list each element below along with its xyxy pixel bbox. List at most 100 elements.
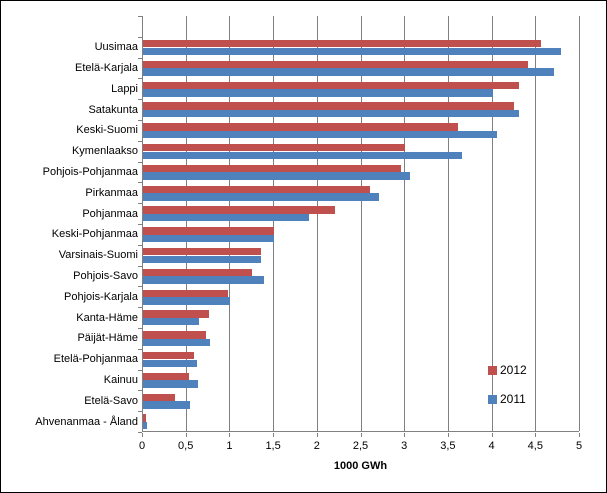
value-axis-tick <box>185 433 187 437</box>
bar-2012-Pohjois-Savo <box>143 268 253 277</box>
value-axis-tick <box>360 433 362 437</box>
bar-2011-Keski-Pohjanmaa <box>143 234 275 243</box>
category-label: Pohjois-Savo <box>73 270 138 282</box>
gridline <box>404 16 406 431</box>
value-axis-tick <box>316 433 318 437</box>
value-axis-tick <box>491 433 493 437</box>
category-axis-tick <box>138 36 142 38</box>
bar-2011-Keski-Suomi <box>143 130 497 139</box>
bar-2011-Varsinais-Suomi <box>143 255 261 263</box>
bar-2012-Kymenlaakso <box>143 144 406 152</box>
category-axis-tick <box>138 265 142 267</box>
category-axis-tick <box>138 307 142 309</box>
bar-2011-Pirkanmaa <box>143 193 379 201</box>
bar-2011-Satakunta <box>143 110 519 118</box>
gridline <box>579 16 580 431</box>
gridline <box>185 16 187 431</box>
category-label: Ahvenanmaa - Åland <box>35 415 138 428</box>
category-label: Etelä-Karjala <box>75 62 138 74</box>
value-axis-label: 1,5 <box>265 440 281 452</box>
category-axis-tick <box>138 328 142 329</box>
bar-2011-Lappi <box>143 89 493 97</box>
category-axis-tick <box>138 411 142 413</box>
bar-2011-Ahvenanmaa - Åland <box>143 422 148 430</box>
value-axis-tick <box>535 433 537 437</box>
value-axis-label: 0 <box>138 440 146 452</box>
category-label: Pohjois-Pohjanmaa <box>42 166 138 178</box>
category-axis-tick <box>138 140 142 142</box>
legend: 2012 2011 <box>488 364 527 422</box>
value-axis-label: 1 <box>226 440 233 452</box>
category-label: Uusimaa <box>94 41 138 54</box>
bar-2012-Ahvenanmaa - Åland <box>143 414 146 422</box>
category-axis-tick <box>138 120 142 121</box>
bar-2012-Satakunta <box>143 102 515 110</box>
value-axis-tick <box>447 433 449 437</box>
value-axis-label: 2,5 <box>352 440 369 452</box>
legend-label-2011: 2011 <box>500 392 526 406</box>
bar-2012-Kanta-Häme <box>143 310 209 318</box>
value-axis-tick <box>404 433 406 437</box>
value-axis-tick <box>579 433 580 437</box>
category-axis-tick <box>138 182 142 184</box>
bar-2012-Lappi <box>143 81 519 89</box>
bar-2011-Kymenlaakso <box>143 151 462 159</box>
category-label: Kanta-Häme <box>76 311 138 324</box>
bar-2012-Kainuu <box>143 372 190 381</box>
plot-area <box>142 16 580 432</box>
bar-2011-Kanta-Häme <box>143 318 199 326</box>
bar-2011-Uusimaa <box>143 47 561 55</box>
bar-2011-Pohjois-Savo <box>143 276 264 284</box>
bar-2012-Pirkanmaa <box>143 185 371 193</box>
category-axis-tick <box>138 286 142 288</box>
bar-2011-Päijät-Häme <box>143 338 211 347</box>
legend-item-2012: 2012 <box>488 364 527 376</box>
category-axis-tick <box>138 78 142 80</box>
category-label: Kainuu <box>103 374 138 386</box>
gridline <box>447 16 449 431</box>
category-axis-tick <box>138 16 142 17</box>
bar-2011-Kainuu <box>143 380 199 388</box>
value-axis-label: 2 <box>313 440 320 452</box>
bar-2012-Etelä-Pohjanmaa <box>143 352 194 360</box>
category-axis-tick <box>138 348 142 350</box>
category-label: Pohjanmaa <box>82 207 138 220</box>
bar-2012-Etelä-Karjala <box>143 60 528 69</box>
bar-2012-Pohjanmaa <box>143 206 336 214</box>
category-label: Keski-Pohjanmaa <box>51 228 138 241</box>
category-axis-tick <box>138 203 142 205</box>
value-axis-label: 0,5 <box>178 440 194 452</box>
bar-2012-Pohjois-Karjala <box>143 289 228 297</box>
gridline <box>535 16 537 431</box>
bar-2012-Pohjois-Pohjanmaa <box>143 164 401 173</box>
bar-2012-Päijät-Häme <box>143 331 206 339</box>
value-axis-label: 4,5 <box>527 440 543 452</box>
value-axis-label: 3,5 <box>440 440 456 452</box>
gridline <box>360 16 362 431</box>
value-axis-label: 3 <box>401 440 408 452</box>
category-label: Etelä-Pohjanmaa <box>53 353 138 366</box>
gridline <box>273 16 275 431</box>
category-axis-tick <box>138 161 142 163</box>
category-label: Keski-Suomi <box>76 124 138 137</box>
category-axis-tick <box>138 244 142 246</box>
bar-2011-Pohjois-Pohjanmaa <box>143 172 410 180</box>
legend-label-2012: 2012 <box>500 363 527 377</box>
category-axis-labels: Uusimaa Etelä-Karjala Lappi Satakunta Keski-… <box>1 16 138 432</box>
bar-2011-Etelä-Pohjanmaa <box>143 359 198 367</box>
category-label: Päijät-Häme <box>77 332 138 345</box>
legend-swatch-2011 <box>488 394 497 404</box>
legend-swatch-2012 <box>488 365 497 375</box>
category-label: Kymenlaakso <box>71 145 138 158</box>
value-axis-tick <box>273 433 275 437</box>
bar-2012-Uusimaa <box>143 40 541 48</box>
bar-2012-Etelä-Savo <box>143 393 176 401</box>
category-axis-tick <box>138 390 142 392</box>
gridline <box>229 16 231 431</box>
bar-2012-Keski-Pohjanmaa <box>143 227 275 235</box>
gridline <box>491 16 493 431</box>
category-label: Pirkanmaa <box>85 186 138 199</box>
value-axis-label: 4 <box>488 440 495 452</box>
gridline <box>316 16 318 431</box>
category-label: Lappi <box>111 82 138 95</box>
